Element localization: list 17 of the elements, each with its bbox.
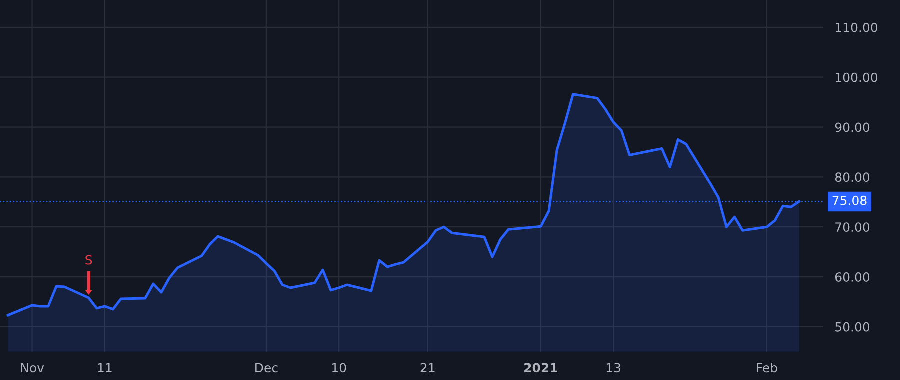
- y-tick-label: 50.00: [836, 322, 870, 332]
- y-tick-label: 110.00: [836, 22, 878, 32]
- x-tick-label: Dec: [256, 363, 278, 373]
- x-tick-label: 11: [98, 363, 112, 372]
- x-tick-label: Feb: [757, 362, 778, 373]
- x-tick-label: 2021: [524, 363, 558, 373]
- annotation: S: [86, 255, 92, 265]
- y-tick-label: 70.00: [836, 222, 870, 232]
- x-tick-label: 13: [607, 363, 621, 373]
- y-tick-label: 60.00: [835, 272, 870, 282]
- x-tick-label: Nov: [21, 363, 44, 373]
- x-tick-label: 21: [420, 363, 435, 372]
- y-tick-label: 100.00: [836, 72, 878, 82]
- x-tick-label: 10: [332, 363, 346, 373]
- ref-line-label: 75.08: [832, 196, 867, 206]
- y-tick-label: 80.00: [835, 172, 870, 182]
- y-tick-label: 90.00: [835, 122, 870, 132]
